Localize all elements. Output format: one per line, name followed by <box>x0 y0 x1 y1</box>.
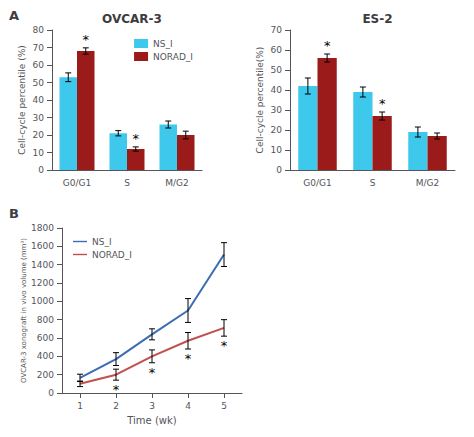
svg-text:0: 0 <box>276 165 282 175</box>
svg-text:G0/G1: G0/G1 <box>63 178 91 188</box>
svg-text:70: 70 <box>33 43 45 53</box>
svg-text:60: 60 <box>271 45 283 55</box>
svg-text:*: * <box>149 365 156 380</box>
svg-text:B: B <box>9 206 19 221</box>
svg-text:1200: 1200 <box>31 278 54 288</box>
svg-text:70: 70 <box>271 25 283 35</box>
svg-text:Cell-cycle percentile (%): Cell-cycle percentile (%) <box>17 45 27 155</box>
svg-text:0: 0 <box>48 388 54 398</box>
svg-text:M/G2: M/G2 <box>165 178 189 188</box>
svg-text:Time (wk): Time (wk) <box>126 415 177 426</box>
svg-text:20: 20 <box>33 130 45 140</box>
svg-text:2: 2 <box>113 401 119 411</box>
svg-text:NS_I: NS_I <box>92 237 112 247</box>
svg-text:*: * <box>113 382 120 397</box>
svg-text:10: 10 <box>33 148 45 158</box>
svg-text:50: 50 <box>271 65 283 75</box>
svg-text:200: 200 <box>37 370 54 380</box>
svg-text:*: * <box>133 131 140 146</box>
svg-text:*: * <box>185 351 192 366</box>
svg-text:S: S <box>370 178 376 188</box>
svg-text:40: 40 <box>33 95 45 105</box>
svg-text:5: 5 <box>221 401 227 411</box>
svg-text:80: 80 <box>33 25 45 35</box>
svg-text:600: 600 <box>37 333 54 343</box>
svg-text:30: 30 <box>33 113 45 123</box>
svg-text:M/G2: M/G2 <box>416 178 440 188</box>
svg-text:A: A <box>9 8 19 23</box>
svg-text:1600: 1600 <box>31 241 54 251</box>
svg-text:0: 0 <box>38 165 44 175</box>
svg-text:20: 20 <box>271 125 283 135</box>
svg-text:ES-2: ES-2 <box>362 12 392 26</box>
svg-text:S: S <box>124 178 130 188</box>
svg-text:400: 400 <box>37 351 54 361</box>
svg-text:60: 60 <box>33 60 45 70</box>
svg-text:10: 10 <box>271 145 283 155</box>
svg-text:40: 40 <box>271 85 283 95</box>
svg-text:*: * <box>324 38 331 53</box>
svg-text:*: * <box>379 96 386 111</box>
svg-text:4: 4 <box>185 401 191 411</box>
svg-text:50: 50 <box>33 78 45 88</box>
svg-text:1000: 1000 <box>31 296 54 306</box>
svg-text:OVCAR-3: OVCAR-3 <box>102 12 162 26</box>
svg-text:OVCAR-3 xonograft in vivo volu: OVCAR-3 xonograft in vivo volume (mm³) <box>20 238 28 383</box>
svg-text:3: 3 <box>149 401 155 411</box>
svg-text:*: * <box>221 338 228 353</box>
svg-text:30: 30 <box>271 105 283 115</box>
svg-text:NS_I: NS_I <box>153 39 173 49</box>
svg-text:800: 800 <box>37 315 54 325</box>
svg-text:*: * <box>83 32 90 47</box>
svg-text:1400: 1400 <box>31 260 54 270</box>
svg-text:NORAD_I: NORAD_I <box>92 250 132 260</box>
svg-text:1800: 1800 <box>31 223 54 233</box>
svg-text:Cell-cycle percentile(%): Cell-cycle percentile(%) <box>255 47 265 154</box>
svg-text:NORAD_I: NORAD_I <box>153 52 193 62</box>
svg-text:G0/G1: G0/G1 <box>303 178 331 188</box>
svg-text:1: 1 <box>77 401 83 411</box>
